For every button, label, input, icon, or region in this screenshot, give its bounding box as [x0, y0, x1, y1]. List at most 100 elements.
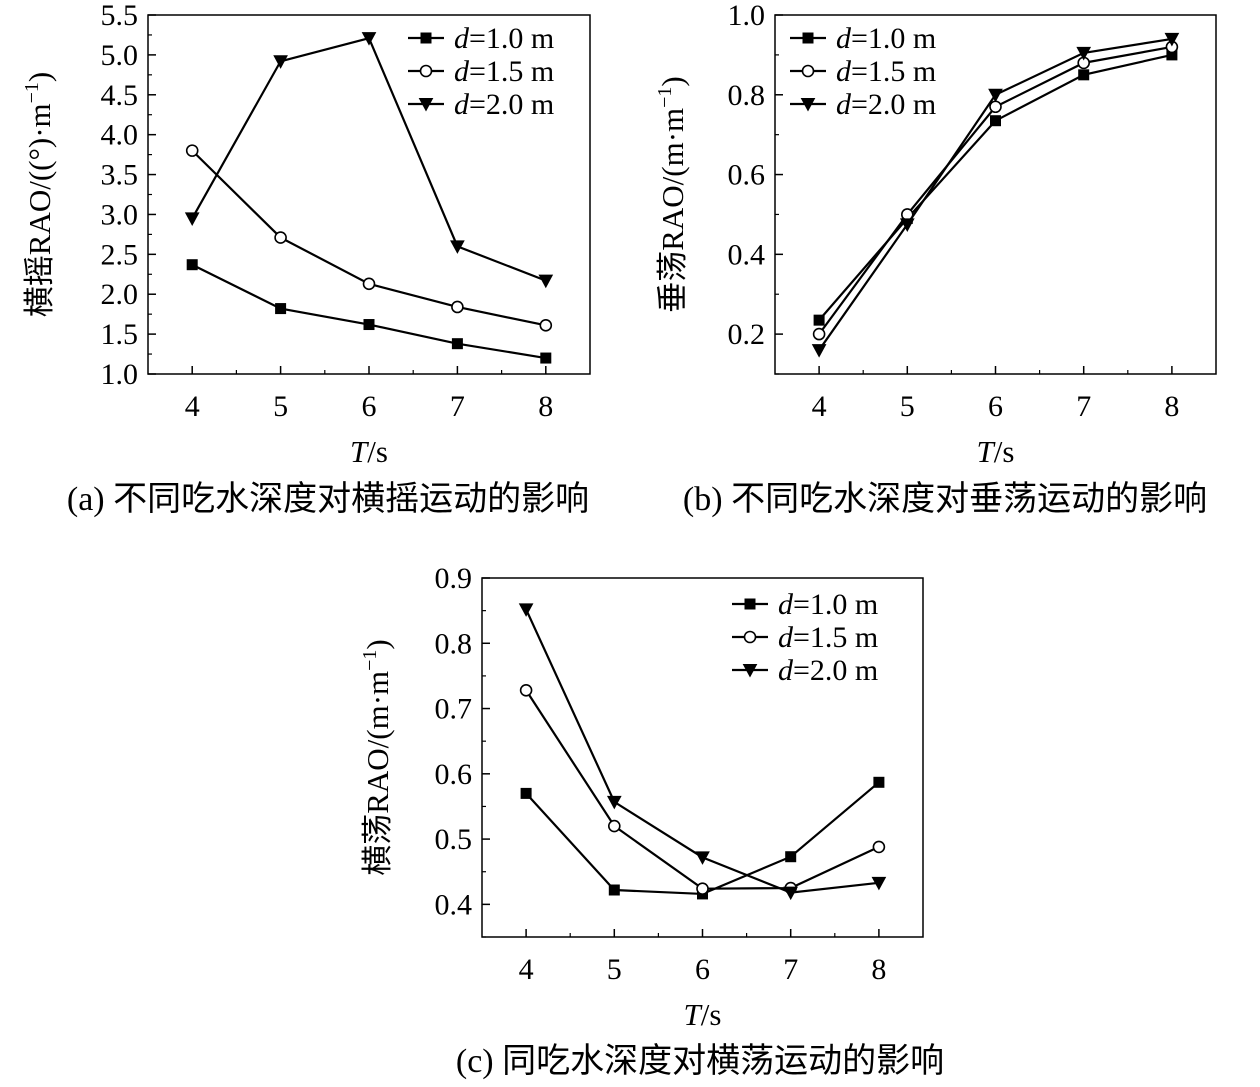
x-tick-label: 6	[362, 390, 377, 423]
x-tick-label: 8	[871, 953, 886, 986]
y-tick-label: 1.5	[101, 318, 139, 351]
data-point	[275, 303, 287, 315]
data-point	[989, 100, 1002, 114]
y-axis-sup: −1	[359, 650, 381, 671]
y-tick-label: 2.5	[101, 238, 139, 271]
y-axis-text: 垂荡RAO/(m·m	[655, 108, 690, 313]
legend-marker	[743, 630, 757, 644]
legend-marker	[742, 664, 758, 678]
legend-entry: d=1.0 m	[836, 22, 936, 55]
data-point	[451, 338, 463, 350]
legend-rest: =1.0 m	[851, 22, 936, 55]
x-axis-title: T/s	[350, 434, 388, 469]
data-point	[540, 352, 552, 364]
y-tick-label: 3.5	[101, 159, 139, 192]
legend-marker	[418, 98, 434, 112]
data-point	[451, 300, 464, 314]
data-point	[871, 876, 887, 891]
x-tick-label: 6	[695, 953, 710, 986]
data-point	[872, 840, 886, 854]
legend-rest: =2.0 m	[793, 654, 878, 687]
series-1	[520, 776, 885, 900]
legend-rest: =2.0 m	[851, 88, 936, 121]
legend-var: d	[836, 22, 852, 55]
x-axis-title: T/s	[684, 997, 722, 1032]
legend-entry: d=1.0 m	[454, 22, 554, 55]
x-tick-label: 8	[1164, 390, 1179, 423]
x-tick-label: 6	[988, 390, 1003, 423]
legend-var: d	[454, 55, 470, 88]
legend-var: d	[836, 88, 852, 121]
legend-entry: d=2.0 m	[836, 88, 936, 121]
y-tick-label: 0.9	[435, 562, 473, 595]
data-point	[899, 218, 915, 232]
data-point	[273, 55, 288, 69]
x-tick-label: 5	[273, 390, 288, 423]
legend-rest: =1.5 m	[793, 621, 878, 654]
x-axis-unit: /s	[367, 434, 388, 469]
legend-entry: d=1.5 m	[454, 55, 554, 88]
x-tick-label: 7	[1076, 390, 1091, 423]
data-point	[538, 274, 554, 289]
data-point	[1078, 69, 1090, 81]
legend-marker	[419, 64, 433, 78]
legend-entry: d=1.5 m	[778, 621, 878, 654]
y-tick-label: 4.0	[101, 119, 139, 152]
legend-entry: d=2.0 m	[454, 88, 554, 121]
data-point	[362, 277, 376, 291]
figure-caption: (b) 不同吃水深度对垂荡运动的影响	[683, 480, 1207, 518]
y-axis-text: 横摇RAO/((°)·m	[22, 103, 57, 317]
figure-caption: (c) 同吃水深度对横荡运动的影响	[456, 1042, 944, 1080]
y-axis-sup: −1	[21, 82, 43, 103]
legend-var: d	[836, 55, 852, 88]
x-axis-var: T	[350, 434, 370, 469]
legend: d=1.0 md=1.5 md=2.0 m	[732, 588, 878, 687]
y-tick-label: 5.0	[101, 39, 139, 72]
y-tick-label: 0.4	[728, 238, 766, 271]
y-tick-label: 0.2	[728, 318, 766, 351]
data-point	[606, 795, 622, 810]
data-point	[539, 319, 553, 332]
figure-caption: (a) 不同吃水深度对横摇运动的影响	[67, 480, 589, 518]
y-tick-label: 3.0	[101, 198, 139, 231]
y-axis-sup: −1	[654, 87, 676, 108]
data-point	[274, 231, 287, 244]
data-point	[812, 327, 826, 341]
x-axis-var: T	[977, 434, 997, 469]
x-tick-label: 5	[900, 390, 915, 423]
y-axis-title: 横荡RAO/(m·m−1)	[359, 639, 395, 876]
data-point	[873, 776, 885, 788]
series-2	[185, 144, 553, 332]
legend-var: d	[454, 88, 470, 121]
legend-rest: =1.5 m	[469, 55, 554, 88]
legend-marker	[420, 32, 432, 44]
y-tick-label: 0.6	[435, 758, 473, 791]
x-axis-var: T	[684, 997, 704, 1032]
y-tick-label: 0.6	[728, 159, 766, 192]
data-point	[607, 819, 621, 833]
data-point	[184, 212, 200, 226]
x-tick-label: 8	[538, 390, 553, 423]
legend-entry: d=2.0 m	[778, 654, 878, 687]
series-line	[525, 781, 880, 896]
data-point	[518, 603, 534, 617]
legend-var: d	[778, 588, 794, 621]
legend-rest: =1.0 m	[793, 588, 878, 621]
y-axis-close: )	[360, 639, 395, 649]
legend-marker	[802, 32, 814, 44]
legend-entry: d=1.5 m	[836, 55, 936, 88]
data-point	[519, 683, 533, 697]
y-tick-label: 0.7	[435, 693, 473, 726]
legend-entry: d=1.0 m	[778, 588, 878, 621]
legend-rest: =1.5 m	[851, 55, 936, 88]
x-axis-title: T/s	[977, 434, 1015, 469]
y-axis-title: 横摇RAO/((°)·m−1)	[21, 72, 57, 317]
y-tick-label: 4.5	[101, 79, 139, 112]
x-tick-label: 5	[607, 953, 622, 986]
series-line	[191, 149, 547, 327]
x-tick-label: 4	[812, 390, 827, 423]
y-tick-label: 5.5	[101, 0, 139, 32]
data-point	[695, 851, 710, 865]
legend-marker	[744, 598, 756, 610]
